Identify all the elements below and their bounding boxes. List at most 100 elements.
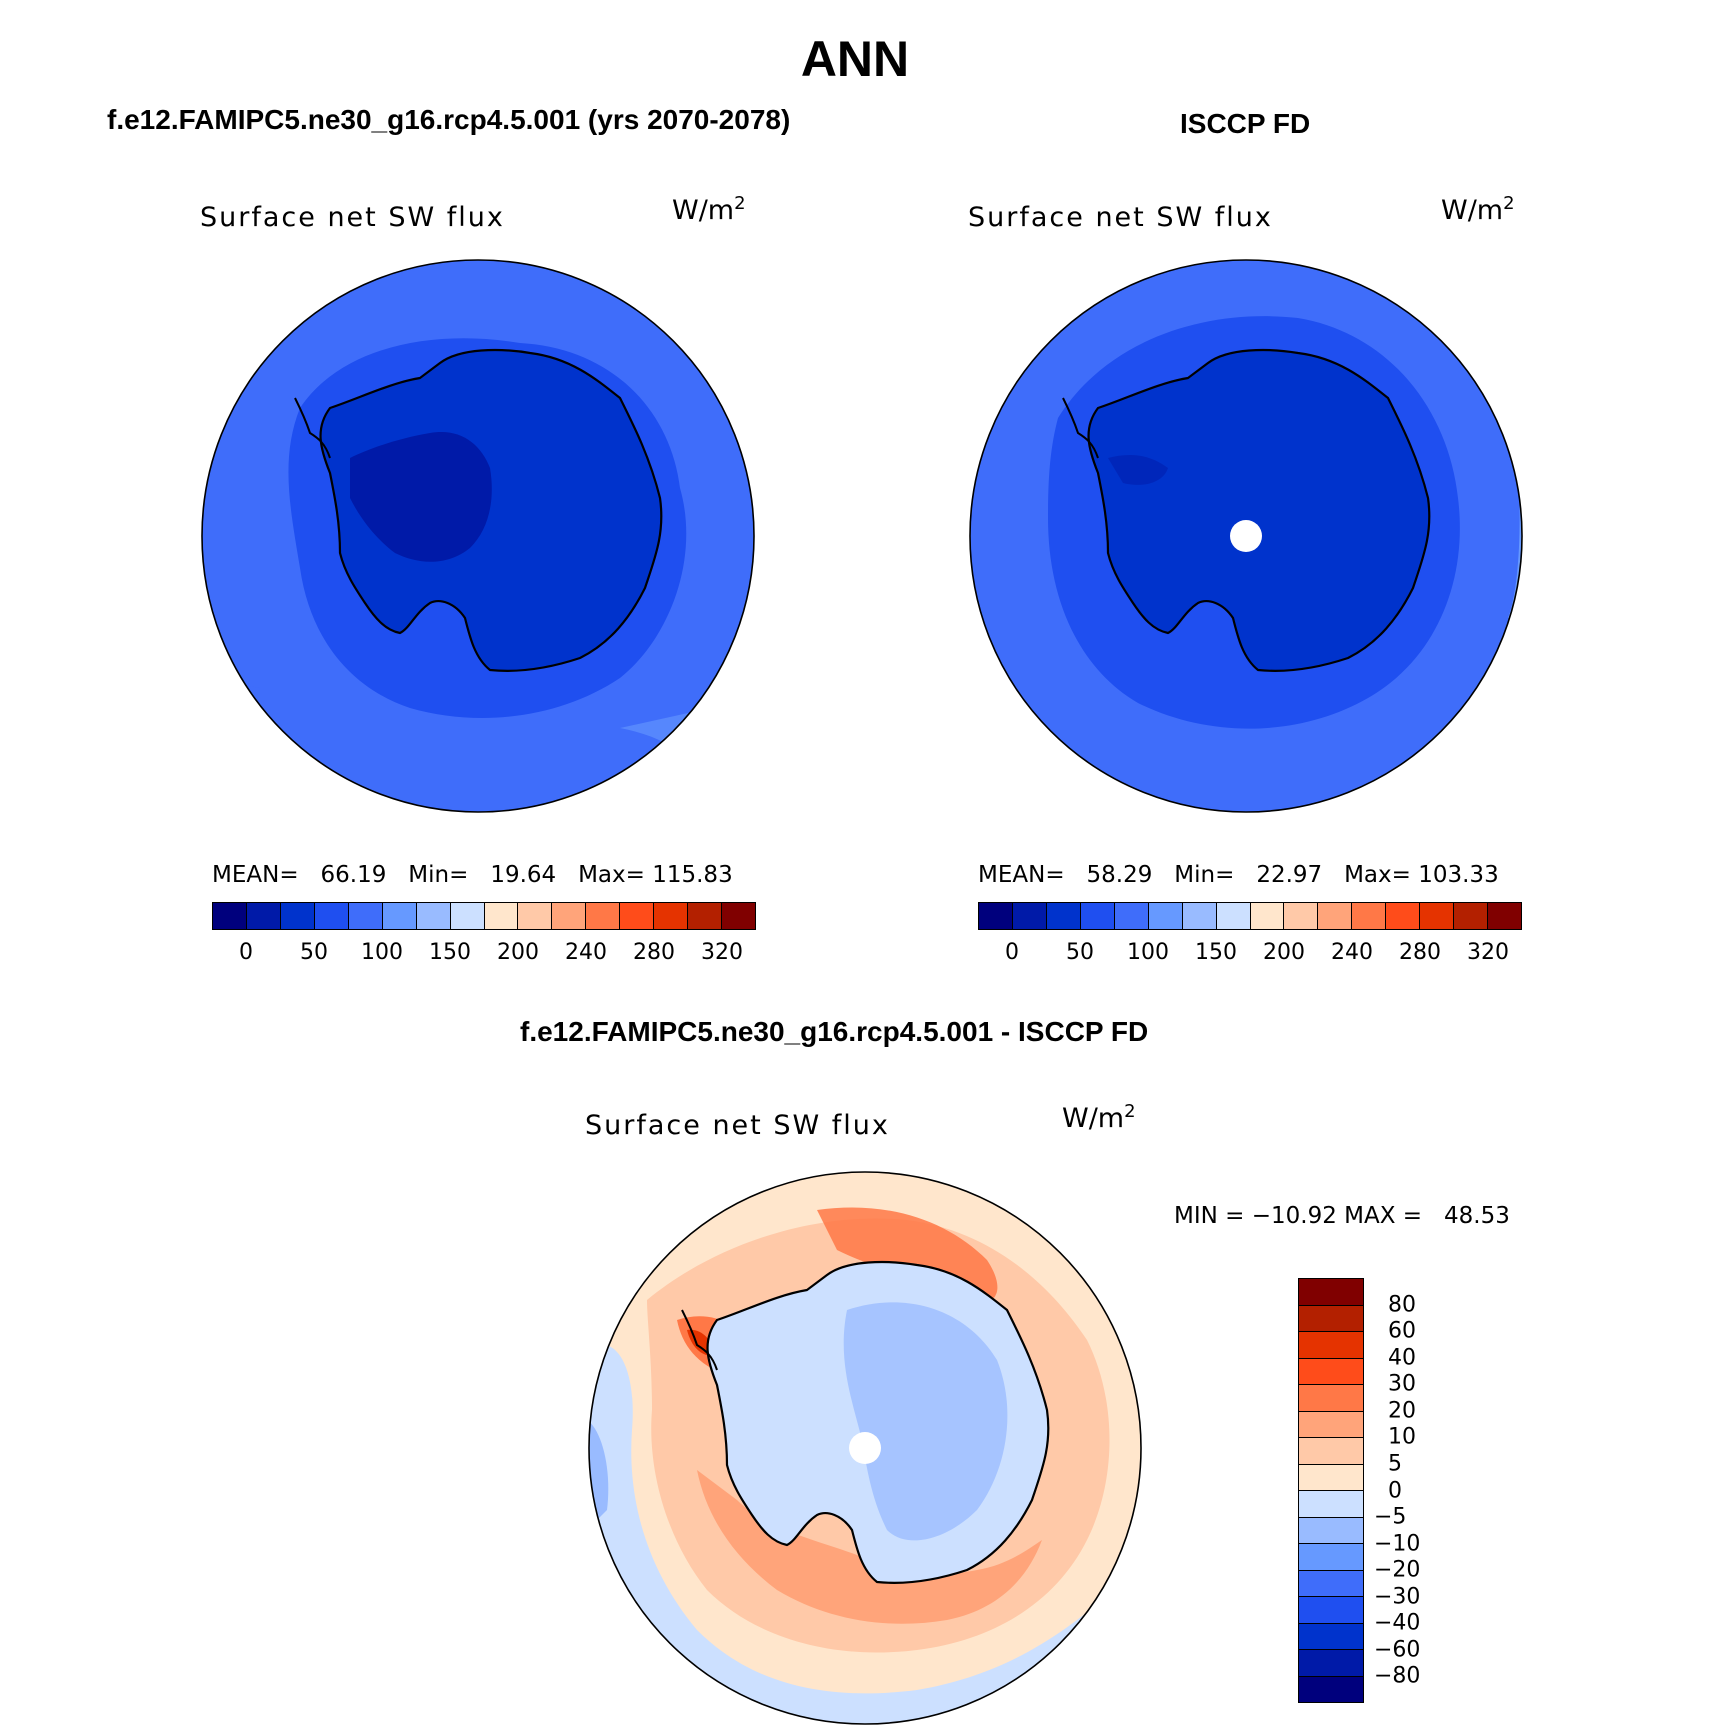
diff-header: f.e12.FAMIPC5.ne30_g16.rcp4.5.001 - ISCC… xyxy=(520,1016,1149,1047)
colorbar-swatch xyxy=(1299,1305,1363,1332)
colorbar-tick-label: 200 xyxy=(497,940,539,965)
colorbar-swatch xyxy=(979,903,1013,929)
colorbar-swatch xyxy=(1080,903,1115,929)
colorbar-swatch xyxy=(484,903,519,929)
colorbar-swatch xyxy=(552,903,587,929)
colorbar-swatch xyxy=(1299,1385,1363,1412)
colorbar-tick-label: 40 xyxy=(1388,1345,1416,1371)
colorbar-tick-label: 0 xyxy=(239,940,253,965)
colorbar-tick-label: −40 xyxy=(1374,1610,1421,1636)
colorbar-swatch xyxy=(654,903,689,929)
colorbar-tick-label: 0 xyxy=(1005,940,1019,965)
colorbar-swatch xyxy=(688,903,723,929)
figure-title: ANN xyxy=(800,31,910,87)
colorbar-tick-label: −80 xyxy=(1374,1663,1421,1689)
diff-stats: MIN = −10.92 MAX = 48.53 xyxy=(1174,1203,1510,1229)
colorbar-swatch xyxy=(1299,1570,1363,1597)
panel2-map xyxy=(969,259,1523,813)
colorbar-swatch xyxy=(348,903,383,929)
colorbar-tick-label: 280 xyxy=(1399,940,1441,965)
diff-units-label: W/m2 xyxy=(1062,1101,1136,1134)
colorbar-tick-label: 150 xyxy=(1195,940,1237,965)
colorbar-swatch xyxy=(1148,903,1183,929)
panel1-colorbar-ticks: 0 50 100 150 200 240 280 320 xyxy=(212,940,756,970)
colorbar-tick-label: 30 xyxy=(1388,1371,1416,1397)
colorbar-swatch xyxy=(1299,1623,1363,1650)
colorbar-tick-label: 320 xyxy=(1467,940,1509,965)
colorbar-tick-label: 0 xyxy=(1388,1478,1402,1503)
colorbar-tick-label: −30 xyxy=(1374,1584,1421,1610)
colorbar-swatch xyxy=(1250,903,1285,929)
panel2-header: ISCCP FD xyxy=(1180,108,1311,139)
colorbar-swatch xyxy=(450,903,485,929)
colorbar-swatch xyxy=(1299,1650,1363,1677)
colorbar-swatch xyxy=(213,903,247,929)
colorbar-tick-label: 10 xyxy=(1388,1424,1416,1450)
colorbar-tick-label: 240 xyxy=(1331,940,1373,965)
colorbar-swatch xyxy=(1299,1517,1363,1544)
colorbar-swatch xyxy=(1454,903,1489,929)
colorbar-swatch xyxy=(518,903,553,929)
colorbar-swatch xyxy=(1420,903,1455,929)
colorbar-swatch xyxy=(382,903,417,929)
colorbar-swatch xyxy=(246,903,281,929)
colorbar-tick-label: 240 xyxy=(565,940,607,965)
colorbar-tick-label: 60 xyxy=(1388,1318,1416,1344)
colorbar-swatch xyxy=(1299,1438,1363,1465)
colorbar-swatch xyxy=(1488,903,1521,929)
colorbar-tick-label: −20 xyxy=(1374,1557,1421,1583)
colorbar-tick-label: 50 xyxy=(300,940,328,965)
panel1-header: f.e12.FAMIPC5.ne30_g16.rcp4.5.001 (yrs 2… xyxy=(107,104,791,135)
colorbar-tick-label: −10 xyxy=(1374,1531,1421,1557)
colorbar-tick-label: 5 xyxy=(1388,1451,1402,1477)
colorbar-swatch xyxy=(1299,1411,1363,1438)
colorbar-swatch xyxy=(314,903,349,929)
panel2-units-label: W/m2 xyxy=(1441,193,1515,226)
colorbar-swatch xyxy=(1299,1544,1363,1571)
panel1-variable-label: Surface net SW flux xyxy=(200,202,505,233)
colorbar-swatch xyxy=(1299,1332,1363,1359)
colorbar-tick-label: 200 xyxy=(1263,940,1305,965)
colorbar-swatch xyxy=(1318,903,1353,929)
colorbar-tick-label: 20 xyxy=(1388,1398,1416,1424)
colorbar-tick-label: 100 xyxy=(361,940,403,965)
diff-colorbar xyxy=(1298,1278,1364,1703)
colorbar-tick-label: 280 xyxy=(633,940,675,965)
colorbar-swatch xyxy=(1386,903,1421,929)
panel1-map xyxy=(201,259,755,813)
colorbar-tick-label: 150 xyxy=(429,940,471,965)
panel2-variable-label: Surface net SW flux xyxy=(968,202,1273,233)
colorbar-swatch xyxy=(1299,1676,1363,1702)
colorbar-swatch xyxy=(586,903,621,929)
diff-colorbar-ticks: 80 60 40 30 20 10 5 0 −5 −10 −20 −30 −40 −60 −80 xyxy=(1374,1278,1454,1703)
colorbar-swatch xyxy=(416,903,451,929)
colorbar-swatch xyxy=(1352,903,1387,929)
colorbar-tick-label: 80 xyxy=(1388,1292,1416,1318)
colorbar-swatch xyxy=(1299,1491,1363,1518)
colorbar-tick-label: 50 xyxy=(1066,940,1094,965)
colorbar-swatch xyxy=(1284,903,1319,929)
colorbar-swatch xyxy=(1299,1464,1363,1491)
colorbar-swatch xyxy=(1299,1358,1363,1385)
colorbar-swatch xyxy=(1114,903,1149,929)
colorbar-tick-label: −60 xyxy=(1374,1637,1421,1663)
colorbar-tick-label: 320 xyxy=(701,940,743,965)
colorbar-swatch xyxy=(1299,1597,1363,1624)
panel1-units-label: W/m2 xyxy=(672,193,746,226)
panel1-colorbar xyxy=(212,902,756,930)
colorbar-swatch xyxy=(280,903,315,929)
colorbar-swatch xyxy=(1046,903,1081,929)
colorbar-swatch xyxy=(1182,903,1217,929)
colorbar-swatch xyxy=(1299,1279,1363,1306)
diff-variable-label: Surface net SW flux xyxy=(585,1110,890,1141)
colorbar-swatch xyxy=(620,903,655,929)
colorbar-tick-label: −5 xyxy=(1374,1504,1407,1530)
panel2-stats: MEAN= 58.29 Min= 22.97 Max= 103.33 xyxy=(978,862,1499,888)
colorbar-swatch xyxy=(722,903,755,929)
colorbar-swatch xyxy=(1012,903,1047,929)
panel2-colorbar-ticks: 0 50 100 150 200 240 280 320 xyxy=(978,940,1522,970)
panel1-stats: MEAN= 66.19 Min= 19.64 Max= 115.83 xyxy=(212,862,733,888)
colorbar-swatch xyxy=(1216,903,1251,929)
panel2-colorbar xyxy=(978,902,1522,930)
diff-map xyxy=(588,1171,1142,1725)
